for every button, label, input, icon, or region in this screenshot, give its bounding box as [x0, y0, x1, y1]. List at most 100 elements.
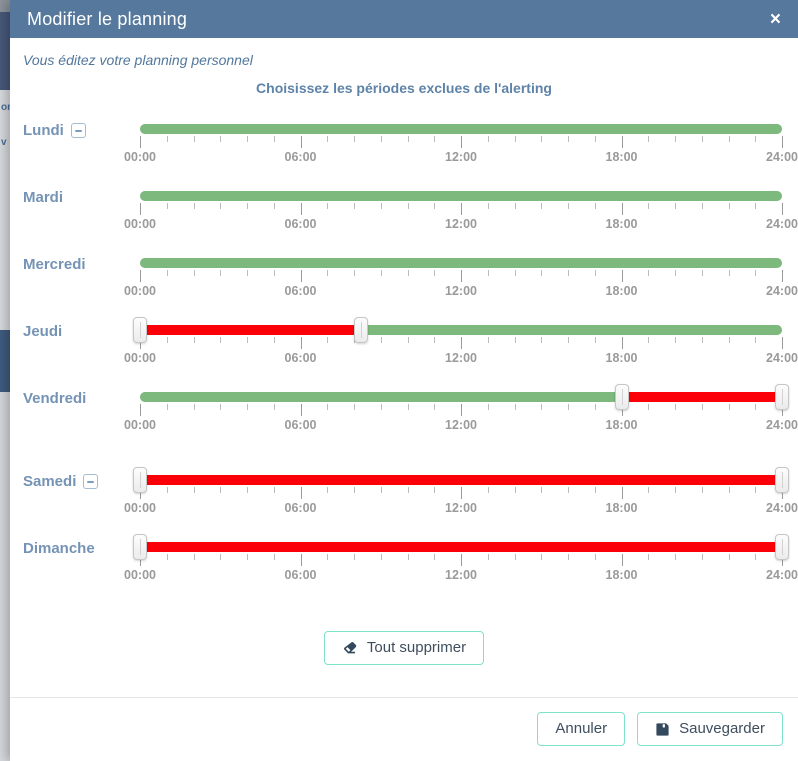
minor-tick — [166, 337, 168, 343]
slider-handle[interactable] — [133, 317, 147, 343]
slider-track[interactable] — [140, 475, 782, 485]
day-label: Mercredi — [23, 256, 86, 273]
day-label: Lundi — [23, 122, 86, 139]
day-label: Dimanche — [23, 540, 95, 557]
slider-track[interactable] — [140, 392, 782, 402]
major-tick — [300, 554, 302, 566]
slider-track[interactable] — [140, 191, 782, 201]
tick-row — [140, 337, 783, 350]
minor-tick — [166, 487, 168, 493]
time-label: 12:00 — [445, 568, 477, 582]
major-tick — [782, 337, 783, 349]
slider-track[interactable] — [140, 542, 782, 552]
slider-handle[interactable] — [133, 467, 147, 493]
slider-handle[interactable] — [775, 384, 789, 410]
minor-tick — [354, 554, 355, 560]
minor-tick — [675, 487, 676, 493]
minor-tick — [407, 203, 409, 209]
minor-tick — [568, 404, 569, 410]
tick-row — [140, 404, 783, 417]
clear-all-button[interactable]: Tout supprimer — [323, 631, 485, 665]
major-tick — [782, 487, 783, 499]
slider-handle[interactable] — [775, 534, 789, 560]
minor-tick — [728, 554, 730, 560]
close-icon[interactable]: × — [769, 8, 781, 30]
minor-tick — [701, 487, 703, 493]
minor-tick — [648, 136, 650, 142]
time-label: 24:00 — [766, 150, 798, 164]
minor-tick — [701, 270, 703, 276]
time-label: 00:00 — [124, 284, 156, 298]
minor-tick — [407, 554, 409, 560]
time-label: 24:00 — [766, 418, 798, 432]
time-range-slider: 00:00 06:00 12:00 18:00 24:00 — [124, 317, 798, 369]
time-label: 06:00 — [284, 418, 317, 432]
minor-tick — [675, 554, 676, 560]
slider-handle[interactable] — [614, 384, 629, 410]
minor-tick — [247, 203, 248, 209]
minor-tick — [193, 270, 195, 276]
day-row-dimanche: Dimanche 00:00 06:00 12:00 18:00 24:00 — [10, 534, 798, 586]
remove-day-icon[interactable] — [83, 474, 99, 489]
minor-tick — [594, 270, 596, 276]
major-tick — [140, 337, 141, 349]
included-period-bar — [140, 124, 782, 134]
excluded-period-bar — [140, 542, 782, 552]
minor-tick — [675, 136, 676, 142]
major-tick — [621, 404, 623, 416]
remove-day-icon[interactable] — [70, 123, 86, 138]
time-label-row: 00:00 06:00 12:00 18:00 24:00 — [124, 217, 798, 232]
time-label: 18:00 — [605, 351, 638, 365]
day-name: Vendredi — [23, 390, 87, 407]
tick-row — [140, 554, 783, 567]
minor-tick — [648, 404, 650, 410]
time-label: 18:00 — [605, 501, 638, 515]
background-page-strip: on v — [0, 0, 10, 761]
day-label: Mardi — [23, 189, 63, 206]
minor-tick — [755, 270, 757, 276]
save-button[interactable]: Sauvegarder — [637, 712, 783, 746]
minor-tick — [648, 554, 650, 560]
slider-track[interactable] — [140, 124, 782, 134]
time-label: 00:00 — [124, 150, 156, 164]
day-name: Mardi — [23, 189, 64, 206]
time-range-slider: 00:00 06:00 12:00 18:00 24:00 — [124, 121, 798, 168]
slider-handle[interactable] — [775, 467, 789, 493]
minor-tick — [354, 136, 355, 142]
time-label: 12:00 — [445, 217, 477, 231]
minor-tick — [568, 337, 569, 343]
minor-tick — [434, 337, 436, 343]
minor-tick — [541, 554, 543, 560]
minor-tick — [247, 270, 248, 276]
major-tick — [300, 337, 302, 349]
minor-tick — [193, 554, 195, 560]
minor-tick — [487, 203, 489, 209]
minor-tick — [568, 270, 569, 276]
slider-track[interactable] — [140, 325, 782, 335]
cancel-button[interactable]: Annuler — [537, 712, 626, 746]
time-range-slider: 00:00 06:00 12:00 18:00 24:00 — [124, 467, 798, 519]
minor-tick — [487, 487, 489, 493]
minor-tick — [541, 404, 543, 410]
minor-tick — [220, 554, 222, 560]
minor-tick — [755, 404, 757, 410]
minor-tick — [327, 554, 329, 560]
day-row-jeudi: Jeudi 00:00 06:00 12:00 18:00 24:00 — [10, 317, 798, 369]
minor-tick — [755, 487, 757, 493]
slider-handle[interactable] — [353, 317, 368, 343]
minor-tick — [273, 136, 275, 142]
minor-tick — [193, 487, 195, 493]
day-name: Samedi — [23, 473, 77, 490]
modal-body: Vous éditez votre planning personnel Cho… — [10, 38, 798, 665]
minor-tick — [728, 337, 730, 343]
day-name: Dimanche — [23, 540, 95, 557]
slider-track[interactable] — [140, 258, 782, 268]
minor-tick — [755, 203, 757, 209]
time-label-row: 00:00 06:00 12:00 18:00 24:00 — [124, 501, 798, 516]
slider-handle[interactable] — [133, 534, 147, 560]
minor-tick — [434, 404, 436, 410]
backdrop-segment — [0, 392, 10, 761]
time-label-row: 00:00 06:00 12:00 18:00 24:00 — [124, 150, 798, 165]
minus-glyph — [87, 481, 95, 483]
modal-header: Modifier le planning × — [10, 0, 798, 38]
